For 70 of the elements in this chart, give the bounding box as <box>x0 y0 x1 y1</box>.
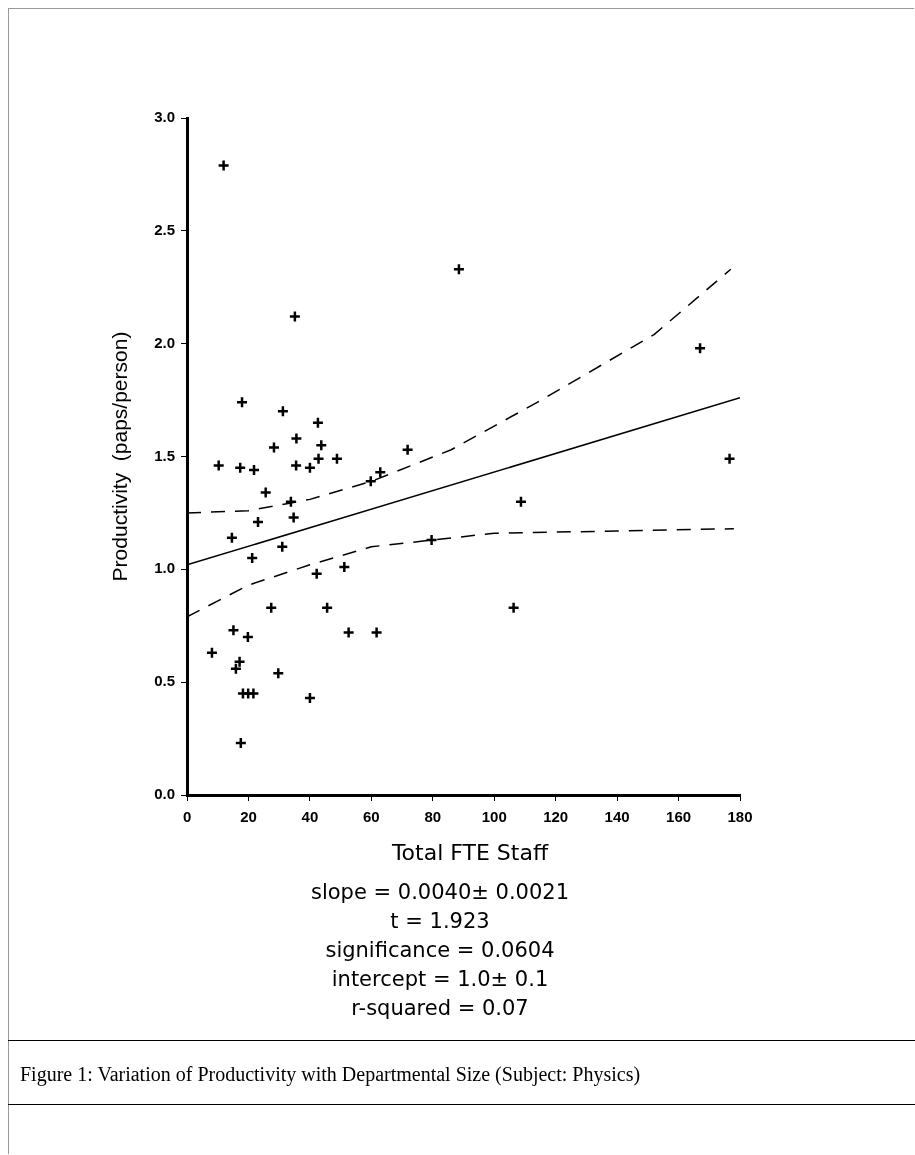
x-axis-title: Total FTE Staff <box>390 840 550 865</box>
point <box>205 646 219 660</box>
point <box>276 405 290 418</box>
y-tick-label: 1.0 <box>154 559 176 577</box>
point <box>303 461 317 475</box>
x-tick-label: 140 <box>604 808 630 826</box>
point <box>235 396 249 409</box>
point <box>227 624 240 637</box>
point <box>452 262 466 276</box>
x-tick-label: 120 <box>543 808 569 826</box>
caption: Figure 1: Variation of Productivity with Departmental Size (Subject: Physics) <box>8 1040 915 1105</box>
point <box>233 655 246 669</box>
y-tick-label: 2.0 <box>154 333 176 351</box>
x-tick-label: 20 <box>240 808 257 826</box>
point <box>311 416 325 429</box>
point <box>303 691 317 705</box>
x-tick-label: 0 <box>182 808 192 826</box>
point <box>338 560 351 574</box>
point <box>374 466 387 479</box>
point <box>290 432 303 445</box>
point <box>425 533 438 547</box>
x-tick-label: 160 <box>666 808 692 826</box>
point <box>267 441 281 454</box>
point <box>212 459 225 472</box>
point <box>723 452 736 466</box>
x-tick-label: 60 <box>363 808 380 826</box>
point <box>247 463 261 477</box>
point <box>272 666 285 680</box>
y-axis-title: Productivity (paps/person) <box>108 331 132 582</box>
x-tick-label: 80 <box>424 808 442 826</box>
point <box>507 601 520 614</box>
point <box>312 452 325 466</box>
point <box>693 341 707 355</box>
point <box>289 459 303 472</box>
point <box>287 511 300 524</box>
point <box>217 159 230 172</box>
y-tick-label: 2.5 <box>154 220 176 238</box>
point <box>342 626 355 639</box>
point <box>276 540 289 554</box>
text: slope = 0.0040± 0.0021 <box>309 879 571 906</box>
x-tick-label: 40 <box>301 808 319 826</box>
point <box>233 461 247 475</box>
point <box>310 567 323 581</box>
x-tick-label: 180 <box>727 808 753 826</box>
point <box>229 662 243 675</box>
point <box>315 438 328 452</box>
x-tick-label: 100 <box>481 808 507 826</box>
point <box>364 475 377 488</box>
point <box>241 630 255 644</box>
point <box>514 495 528 508</box>
point <box>284 495 298 508</box>
point <box>320 601 334 614</box>
point <box>264 601 278 614</box>
y-tick-label: 3.0 <box>154 108 176 126</box>
point <box>245 551 259 565</box>
point <box>330 452 344 466</box>
y-tick-label: 0.0 <box>154 785 176 803</box>
text: significance = 0.0604 <box>324 937 556 964</box>
y-tick-label: 0.5 <box>154 672 176 690</box>
point <box>225 531 239 544</box>
text: r-squared = 0.07 <box>350 995 530 1022</box>
text: intercept = 1.0± 0.1 <box>330 966 550 993</box>
point <box>259 486 272 499</box>
point <box>288 310 302 323</box>
text: t = 1.923 <box>389 908 491 935</box>
point <box>251 515 265 529</box>
point <box>401 443 414 456</box>
point <box>370 626 383 639</box>
point <box>234 736 248 750</box>
y-tick-label: 1.5 <box>154 446 176 464</box>
